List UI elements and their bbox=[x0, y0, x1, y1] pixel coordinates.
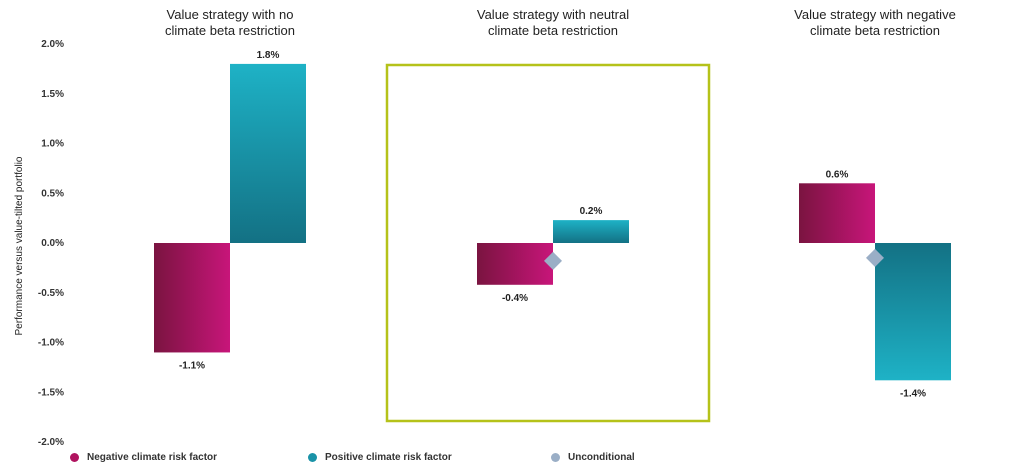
bar-positive-climate-risk bbox=[875, 243, 951, 381]
panel-title-line2: climate beta restriction bbox=[165, 23, 295, 38]
data-label-negative: -0.4% bbox=[502, 293, 528, 304]
y-tick-label: 1.5% bbox=[41, 89, 64, 100]
data-label-positive: -1.4% bbox=[900, 388, 926, 399]
legend-item-negative: Negative climate risk factor bbox=[70, 452, 217, 463]
data-label-positive: 0.2% bbox=[580, 206, 603, 217]
y-tick-label: 0.0% bbox=[41, 238, 64, 249]
data-label-negative: -1.1% bbox=[179, 360, 205, 371]
y-tick-label: 1.0% bbox=[41, 139, 64, 150]
panel-title-line1: Value strategy with neutral bbox=[477, 7, 629, 22]
data-label-negative: 0.6% bbox=[826, 169, 849, 180]
y-tick-label: -1.5% bbox=[38, 387, 64, 398]
y-tick-label: -2.0% bbox=[38, 437, 64, 448]
marker-unconditional bbox=[866, 248, 884, 267]
panel-title-line2: climate beta restriction bbox=[810, 23, 940, 38]
legend: Negative climate risk factor Positive cl… bbox=[0, 452, 1024, 470]
bar-negative-climate-risk bbox=[477, 243, 553, 285]
panel-title-line1: Value strategy with no bbox=[167, 7, 294, 22]
marker-unconditional bbox=[544, 251, 562, 270]
legend-marker-unconditional bbox=[551, 453, 560, 462]
panel-title-line2: climate beta restriction bbox=[488, 23, 618, 38]
y-tick-label: 0.5% bbox=[41, 188, 64, 199]
legend-item-positive: Positive climate risk factor bbox=[308, 452, 452, 463]
legend-marker-negative bbox=[70, 453, 79, 462]
bar-positive-climate-risk bbox=[230, 63, 306, 244]
bar-negative-climate-risk bbox=[799, 183, 875, 243]
bar-negative-climate-risk bbox=[154, 243, 230, 353]
legend-marker-positive bbox=[308, 453, 317, 462]
legend-label-negative: Negative climate risk factor bbox=[87, 452, 218, 463]
y-tick-label: -0.5% bbox=[38, 288, 64, 299]
panel-title-line1: Value strategy with negative bbox=[794, 7, 956, 22]
legend-item-unconditional: Unconditional bbox=[551, 452, 635, 463]
y-axis-label: Performance versus value-tilted portfoli… bbox=[14, 156, 25, 335]
y-tick-label: 2.0% bbox=[41, 39, 64, 50]
y-tick-label: -1.0% bbox=[38, 338, 64, 349]
data-label-positive: 1.8% bbox=[257, 50, 280, 61]
legend-label-unconditional: Unconditional bbox=[568, 452, 635, 463]
highlight-box bbox=[385, 63, 711, 423]
bar-positive-climate-risk bbox=[553, 220, 629, 243]
legend-label-positive: Positive climate risk factor bbox=[325, 452, 452, 463]
chart-area: Performance versus value-tilted portfoli… bbox=[14, 7, 956, 448]
